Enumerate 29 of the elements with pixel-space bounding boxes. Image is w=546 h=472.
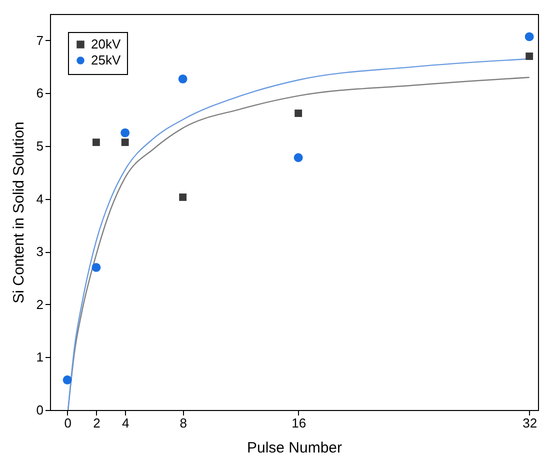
- y-tick-label: 6: [36, 86, 44, 101]
- x-tick-label: 16: [292, 416, 306, 430]
- point: [120, 128, 130, 138]
- point: [294, 153, 303, 162]
- x-tick-label: 2: [93, 416, 100, 430]
- x-axis-title: Pulse Number: [246, 440, 342, 456]
- point: [121, 138, 129, 146]
- x-tick-label: 32: [522, 416, 538, 430]
- point: [524, 32, 534, 42]
- y-tick-label: 5: [36, 138, 44, 154]
- legend-label: 20kV: [91, 36, 121, 52]
- y-tick-label: 4: [36, 191, 44, 206]
- point: [179, 194, 187, 201]
- point: [526, 52, 534, 60]
- y-tick-label: 1: [36, 350, 44, 365]
- point: [92, 138, 100, 146]
- point: [92, 262, 101, 272]
- y-axis-title: Si Content in Solid Solution: [10, 122, 28, 304]
- legend-label: 25kV: [91, 52, 121, 68]
- point: [62, 375, 72, 384]
- y-tick-label: 3: [36, 244, 44, 260]
- x-tick-label: 0: [64, 416, 72, 430]
- y-tick-label: 7: [36, 32, 44, 48]
- x-tick-label: 8: [180, 416, 187, 430]
- point: [294, 110, 302, 117]
- y-tick-label: 2: [36, 296, 44, 312]
- point: [178, 74, 188, 84]
- x-tick-label: 4: [122, 416, 130, 430]
- y-tick-label: 0: [36, 402, 44, 418]
